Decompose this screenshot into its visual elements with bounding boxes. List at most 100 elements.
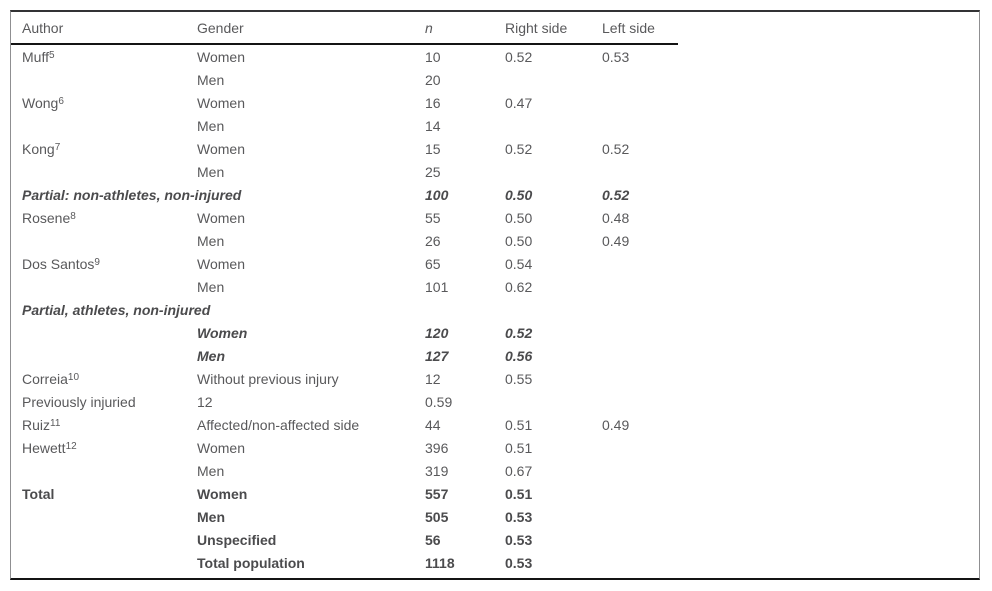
table-row: Men 101 0.62: [11, 275, 979, 298]
cell-left-side: [602, 528, 678, 551]
cell-n: 396: [425, 439, 449, 456]
cell-author: Partial: non-athletes, non-injured: [11, 183, 425, 206]
cell-author: Kong7: [11, 137, 197, 160]
cell-left-side: [602, 459, 678, 482]
cell-left-side: [602, 367, 678, 390]
cell-left-side: [602, 390, 678, 413]
cell-left-side: [602, 91, 678, 114]
cell-left-side: [602, 482, 678, 505]
cell-left-side: [602, 505, 678, 528]
cell-filler: [678, 91, 979, 114]
table-row: Ruiz11 Affected/non-affected side 44 0.51 0.…: [11, 413, 979, 436]
cell-n: 1118: [425, 554, 455, 571]
cell-filler: [678, 344, 979, 367]
cell-left-side: 0.53: [602, 48, 630, 65]
cell-gender: Women: [197, 140, 245, 157]
cell-gender: Men: [197, 508, 225, 525]
author-name: Ruiz: [22, 416, 51, 433]
table-row: Partial: non-athletes, non-injured 100 0.5…: [11, 183, 979, 206]
cell-right-side: [505, 68, 602, 91]
cell-n: 20: [425, 71, 441, 88]
cell-n: 120: [425, 324, 449, 341]
cell-gender: Without previous injury: [197, 370, 339, 387]
cell-filler: [678, 44, 979, 68]
cell-gender: Women: [197, 439, 245, 456]
reference-superscript: 7: [54, 141, 61, 153]
cell-author: [11, 551, 197, 574]
cell-n: 55: [425, 209, 441, 226]
cell-left-side: 0.49: [602, 232, 630, 249]
cell-left-side: 0.49: [602, 416, 630, 433]
cell-filler: [678, 275, 979, 298]
cell-filler: [678, 482, 979, 505]
table-frame: Author Gender n Right side Left side Muf…: [10, 10, 980, 580]
cell-author: [11, 344, 197, 367]
cell-left-side: [602, 275, 678, 298]
cell-right-side: 0.56: [505, 347, 533, 364]
table-row: Previously injuried 12 0.59: [11, 390, 979, 413]
reference-superscript: 12: [65, 440, 77, 452]
author-name: Previously injuried: [22, 393, 136, 410]
header-author: Author: [11, 12, 197, 45]
cell-n: 44: [425, 416, 441, 433]
cell-n: 16: [425, 94, 441, 111]
cell-right-side: 0.55: [505, 370, 533, 387]
table-row: Wong6 Women 16 0.47: [11, 91, 979, 114]
cell-n: 10: [425, 48, 441, 65]
cell-author: Wong6: [11, 91, 197, 114]
cell-left-side: [602, 68, 678, 91]
cell-filler: [678, 551, 979, 574]
cell-right-side: [505, 114, 602, 137]
cell-author: [11, 459, 197, 482]
results-table: Author Gender n Right side Left side Muf…: [11, 12, 979, 574]
cell-filler: [678, 390, 979, 413]
cell-author: Ruiz11: [11, 413, 197, 436]
cell-n: 14: [425, 117, 441, 134]
cell-filler: [678, 367, 979, 390]
cell-right-side: 0.52: [505, 48, 533, 65]
cell-n: 12: [425, 370, 441, 387]
cell-author: Dos Santos9: [11, 252, 197, 275]
cell-left-side: 0.52: [602, 140, 630, 157]
table-row: Men 20: [11, 68, 979, 91]
table-row: Men 127 0.56: [11, 344, 979, 367]
author-name: Partial, athletes, non-injured: [22, 301, 211, 318]
reference-superscript: 5: [48, 49, 55, 61]
cell-n: 100: [425, 186, 449, 203]
table-row: Dos Santos9 Women 65 0.54: [11, 252, 979, 275]
author-name: Rosene: [22, 209, 71, 226]
cell-n: 557: [425, 485, 449, 502]
cell-gender: Men: [197, 232, 225, 249]
cell-filler: [678, 252, 979, 275]
cell-filler: [678, 114, 979, 137]
cell-author: [11, 321, 197, 344]
cell-gender: Total population: [197, 554, 305, 571]
table-row: Total population 1118 0.53: [11, 551, 979, 574]
cell-gender: Unspecified: [197, 531, 277, 548]
cell-author: Muff5: [11, 44, 197, 68]
cell-author: Rosene8: [11, 206, 197, 229]
cell-right-side: [505, 160, 602, 183]
cell-filler: [678, 137, 979, 160]
cell-gender: Men: [197, 347, 225, 364]
cell-left-side: [602, 114, 678, 137]
cell-left-side: [602, 252, 678, 275]
table-header: Author Gender n Right side Left side: [11, 12, 979, 45]
author-name: Correia: [22, 370, 68, 387]
cell-right-side: 0.52: [505, 324, 533, 341]
cell-left-side: 0.52: [602, 186, 630, 203]
reference-superscript: 8: [70, 210, 76, 222]
cell-filler: [678, 528, 979, 551]
cell-n: 319: [425, 462, 449, 479]
author-name: Dos Santos: [22, 255, 95, 272]
cell-filler: [678, 206, 979, 229]
cell-filler: [678, 505, 979, 528]
cell-filler: [678, 68, 979, 91]
reference-superscript: 11: [50, 417, 61, 429]
cell-gender: Women: [197, 255, 245, 272]
cell-author: [11, 229, 197, 252]
header-n: n: [425, 12, 505, 45]
author-name: Hewett: [22, 439, 66, 456]
cell-author: Total: [11, 482, 197, 505]
